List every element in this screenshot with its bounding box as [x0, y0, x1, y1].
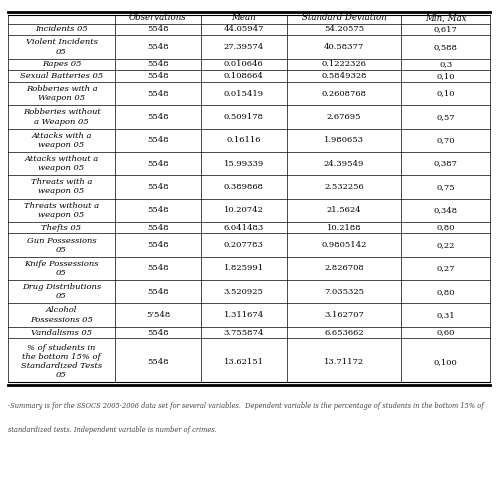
Text: 21.5624: 21.5624	[327, 206, 361, 214]
Text: 0.1222326: 0.1222326	[322, 61, 367, 68]
Text: 5548: 5548	[147, 241, 169, 249]
Text: 5548: 5548	[147, 61, 169, 68]
Text: Thefts 05: Thefts 05	[41, 224, 82, 232]
Text: 3.755874: 3.755874	[224, 329, 264, 337]
Text: 27.39574: 27.39574	[224, 43, 264, 51]
Text: 44.05947: 44.05947	[224, 26, 264, 33]
Text: 0,10: 0,10	[436, 90, 455, 97]
Text: 10.20742: 10.20742	[224, 206, 263, 214]
Text: 15.99339: 15.99339	[224, 159, 264, 168]
Text: 0.9805142: 0.9805142	[321, 241, 367, 249]
Text: 0.389868: 0.389868	[224, 183, 264, 191]
Text: Incidents 05: Incidents 05	[35, 26, 88, 33]
Text: 5548: 5548	[147, 113, 169, 121]
Text: 0,387: 0,387	[434, 159, 458, 168]
Text: 1.311674: 1.311674	[224, 311, 264, 319]
Text: 0,60: 0,60	[436, 329, 455, 337]
Text: 0,348: 0,348	[434, 206, 458, 214]
Text: 5548: 5548	[147, 90, 169, 97]
Text: 5548: 5548	[147, 136, 169, 144]
Text: 5548: 5548	[147, 26, 169, 33]
Text: 2.532256: 2.532256	[324, 183, 364, 191]
Text: 7.035325: 7.035325	[324, 288, 364, 296]
Text: 5548: 5548	[147, 329, 169, 337]
Text: Threats without a
weapon 05: Threats without a weapon 05	[24, 202, 99, 219]
Text: 10.2188: 10.2188	[327, 224, 361, 232]
Text: 0.2608768: 0.2608768	[321, 90, 367, 97]
Text: 54.20575: 54.20575	[324, 26, 364, 33]
Text: 0,31: 0,31	[436, 311, 455, 319]
Text: Observations: Observations	[129, 13, 187, 22]
Text: Robberies without
a Weapon 05: Robberies without a Weapon 05	[22, 108, 101, 125]
Text: 13.71172: 13.71172	[324, 358, 364, 366]
Text: 3.162707: 3.162707	[324, 311, 364, 319]
Text: 5548: 5548	[147, 288, 169, 296]
Text: 5548: 5548	[147, 358, 169, 366]
Text: 0.207783: 0.207783	[224, 241, 263, 249]
Text: 2.67695: 2.67695	[327, 113, 361, 121]
Text: Violent Incidents
05: Violent Incidents 05	[25, 38, 98, 56]
Text: 0,588: 0,588	[434, 43, 458, 51]
Text: 5548: 5548	[147, 264, 169, 273]
Text: -Summary is for the SSOCS 2005-2006 data set for several variables.  Dependent v: -Summary is for the SSOCS 2005-2006 data…	[8, 402, 484, 410]
Text: Threats with a
weapon 05: Threats with a weapon 05	[31, 178, 92, 195]
Text: Alcohol
Possessions 05: Alcohol Possessions 05	[30, 307, 93, 324]
Text: 5’548: 5’548	[146, 311, 170, 319]
Text: Robberies with a
Weapon 05: Robberies with a Weapon 05	[26, 85, 97, 102]
Text: Mean: Mean	[232, 13, 256, 22]
Text: Sexual Batteries 05: Sexual Batteries 05	[20, 72, 103, 80]
Text: 0,70: 0,70	[436, 136, 455, 144]
Text: 0,80: 0,80	[436, 224, 455, 232]
Text: Knife Possessions
05: Knife Possessions 05	[24, 260, 99, 277]
Text: 13.62151: 13.62151	[224, 358, 264, 366]
Text: 0.108664: 0.108664	[224, 72, 263, 80]
Text: 0,3: 0,3	[439, 61, 452, 68]
Text: 0,22: 0,22	[436, 241, 455, 249]
Text: Attacks without a
weapon 05: Attacks without a weapon 05	[24, 155, 99, 172]
Text: 5548: 5548	[147, 159, 169, 168]
Text: Attacks with a
weapon 05: Attacks with a weapon 05	[31, 132, 92, 149]
Text: 5548: 5548	[147, 43, 169, 51]
Text: 6.653662: 6.653662	[324, 329, 364, 337]
Text: 0.16116: 0.16116	[227, 136, 261, 144]
Text: 5548: 5548	[147, 224, 169, 232]
Text: 0.509178: 0.509178	[224, 113, 264, 121]
Text: 0,80: 0,80	[436, 288, 455, 296]
Text: standardized tests. Independent variable is number of crimes.: standardized tests. Independent variable…	[8, 426, 217, 434]
Text: Gun Possessions
05: Gun Possessions 05	[27, 237, 96, 254]
Text: Min, Max: Min, Max	[425, 13, 467, 22]
Text: 40.58377: 40.58377	[324, 43, 364, 51]
Text: 1.825991: 1.825991	[224, 264, 264, 273]
Text: 0,10: 0,10	[436, 72, 455, 80]
Text: 1.980653: 1.980653	[324, 136, 364, 144]
Text: 6.041483: 6.041483	[224, 224, 264, 232]
Text: 5548: 5548	[147, 183, 169, 191]
Text: 0.015419: 0.015419	[224, 90, 264, 97]
Text: % of students in
the bottom 15% of
Standardized Tests
05: % of students in the bottom 15% of Stand…	[21, 344, 102, 379]
Text: Rapes 05: Rapes 05	[42, 61, 81, 68]
Text: 0.5849328: 0.5849328	[321, 72, 367, 80]
Text: 0,100: 0,100	[434, 358, 458, 366]
Text: Standard Deviation: Standard Deviation	[302, 13, 386, 22]
Text: 3.520925: 3.520925	[224, 288, 263, 296]
Text: Vandalisms 05: Vandalisms 05	[31, 329, 92, 337]
Text: 5548: 5548	[147, 206, 169, 214]
Text: 0,57: 0,57	[436, 113, 455, 121]
Text: Drug Distributions
05: Drug Distributions 05	[22, 283, 101, 300]
Text: 0,27: 0,27	[436, 264, 455, 273]
Text: 0.010646: 0.010646	[224, 61, 263, 68]
Text: 2.826708: 2.826708	[324, 264, 364, 273]
Text: 0,617: 0,617	[434, 26, 458, 33]
Text: 0,75: 0,75	[436, 183, 455, 191]
Text: 24.39549: 24.39549	[324, 159, 364, 168]
Text: 5548: 5548	[147, 72, 169, 80]
